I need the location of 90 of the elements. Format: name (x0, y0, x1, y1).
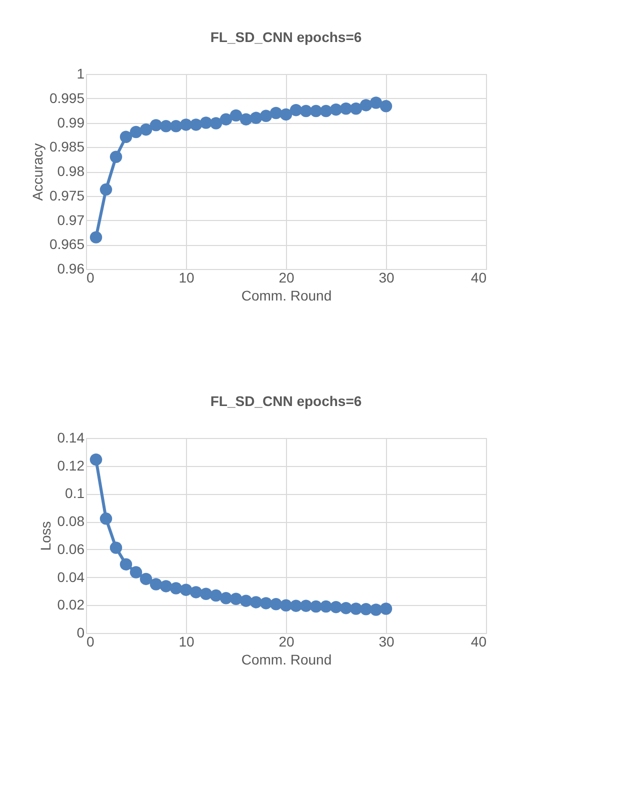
y-tick-label: 0.99 (57, 114, 85, 130)
point (230, 592, 242, 605)
point (130, 566, 142, 578)
y-tick-label: 0.995 (49, 90, 85, 106)
point (370, 604, 382, 616)
point (310, 104, 322, 118)
point (380, 100, 392, 112)
y-tick-label: 0.98 (57, 163, 85, 179)
point (230, 109, 242, 122)
point (170, 120, 182, 132)
point (180, 584, 192, 596)
point (250, 596, 262, 608)
point (160, 120, 172, 132)
x-tick-label: 20 (278, 634, 294, 650)
point (340, 602, 352, 614)
point (220, 592, 232, 604)
point (280, 599, 292, 612)
point (360, 99, 372, 112)
point (290, 104, 302, 116)
point (370, 96, 382, 109)
point (200, 588, 212, 600)
x-tick-label: 30 (378, 270, 394, 286)
x-tick-label: 20 (278, 270, 294, 286)
x-tick-label: 10 (178, 270, 194, 286)
point (340, 102, 352, 115)
point (350, 102, 362, 115)
y-tick-label: 0.985 (49, 138, 85, 155)
y-tick-label: 0.08 (57, 513, 85, 530)
point (290, 600, 302, 612)
point (360, 603, 372, 616)
point (250, 112, 262, 124)
point (320, 104, 332, 118)
point (330, 103, 342, 116)
point (270, 106, 282, 120)
point (310, 600, 322, 613)
point (270, 598, 282, 610)
point (150, 578, 162, 590)
point (280, 108, 292, 121)
point (260, 597, 272, 610)
point (180, 118, 192, 131)
point (100, 512, 112, 525)
point (100, 183, 112, 196)
y-axis-title: Loss (37, 521, 54, 551)
point (90, 453, 102, 466)
point (140, 572, 152, 586)
y-axis-title: Accuracy (29, 143, 46, 201)
x-tick-label: 40 (470, 270, 487, 286)
x-tick-label: 10 (178, 634, 194, 650)
y-tick-label: 0.96 (57, 260, 85, 276)
point (320, 600, 332, 613)
point (190, 586, 202, 598)
y-tick-label: 0.14 (57, 430, 85, 446)
point (150, 119, 162, 132)
chart-title: FL_SD_CNN epochs=6 (210, 393, 362, 409)
point (170, 582, 182, 594)
point (210, 117, 222, 130)
y-tick-label: 1 (76, 66, 85, 82)
point (240, 113, 252, 126)
x-tick-label: 30 (378, 634, 394, 650)
point (380, 602, 392, 615)
point (120, 558, 132, 570)
point (90, 231, 102, 244)
point (130, 126, 142, 138)
point (240, 594, 252, 607)
x-tick-label: 40 (470, 634, 487, 650)
point (110, 150, 122, 163)
y-tick-label: 0.06 (57, 540, 85, 557)
y-tick-label: 0.12 (57, 457, 85, 474)
point (190, 118, 202, 131)
chart-title: FL_SD_CNN epochs=6 (210, 29, 362, 45)
point (300, 104, 312, 118)
point (260, 110, 272, 122)
point (300, 600, 312, 612)
y-tick-label: 0.97 (57, 212, 85, 228)
y-tick-label: 0.04 (57, 568, 85, 585)
point (160, 580, 172, 592)
x-axis-title: Comm. Round (241, 288, 332, 304)
point (200, 116, 212, 129)
point (140, 123, 152, 136)
y-tick-label: 0.965 (49, 236, 85, 252)
point (110, 542, 122, 554)
point (120, 130, 132, 143)
y-tick-label: 0.02 (57, 596, 85, 613)
point (330, 600, 342, 614)
point (210, 589, 222, 602)
y-tick-label: 0.1 (65, 485, 85, 502)
y-tick-label: 0.975 (49, 187, 85, 204)
x-axis-title: Comm. Round (241, 652, 332, 668)
point (350, 602, 362, 615)
point (220, 113, 232, 126)
